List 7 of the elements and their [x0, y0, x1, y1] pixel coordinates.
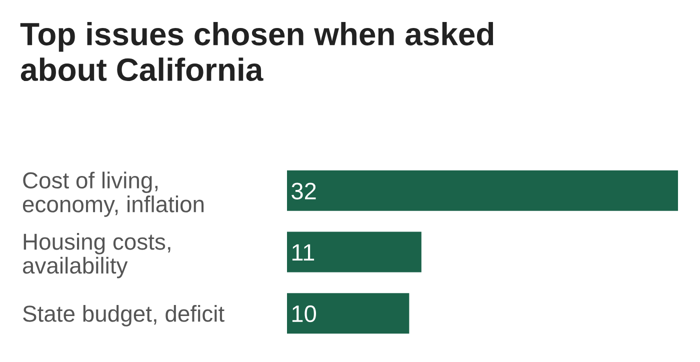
data-label: 11 [292, 244, 314, 261]
y-tick-label: State budget, deficit [23, 305, 224, 326]
y-tick-label: Cost of living, economy, inflation [22, 172, 204, 217]
y-tick-label: Housing costs, availability [22, 233, 170, 278]
data-label: 10 [292, 305, 316, 322]
chart-title: Top issues chosen when asked about California [20, 22, 494, 82]
data-label: 32 [292, 182, 316, 200]
